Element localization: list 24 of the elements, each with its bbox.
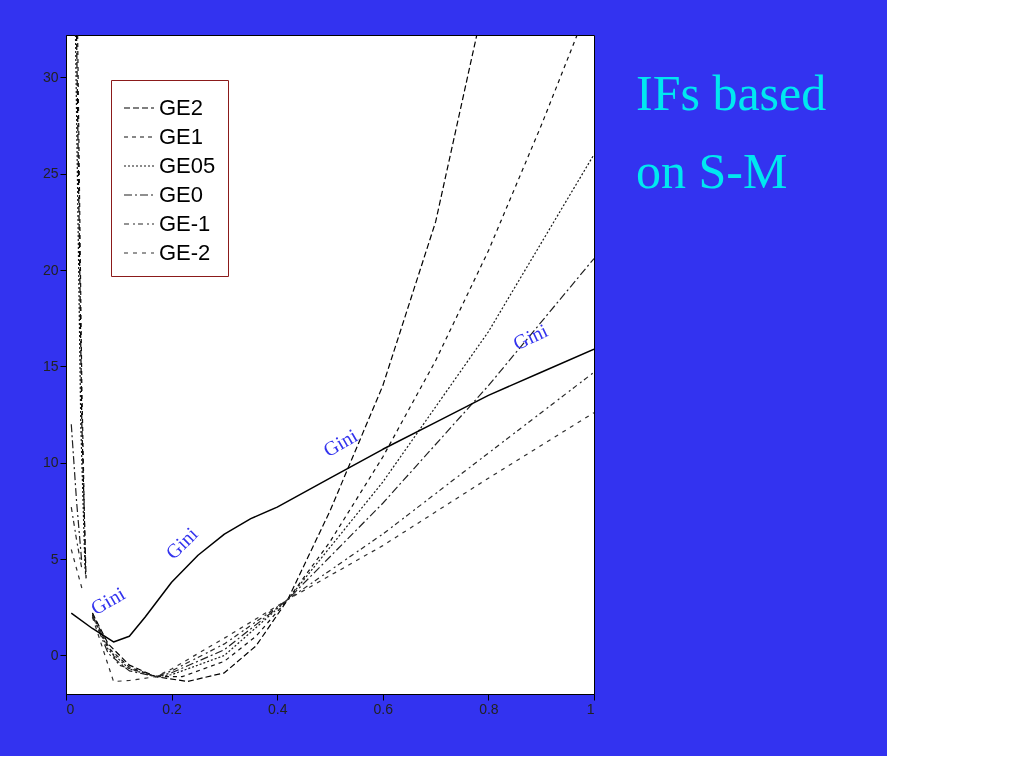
text: Gini [161, 522, 202, 564]
y-tick-label: 30 [42, 68, 59, 85]
text: Gini [509, 319, 551, 355]
y-tick-label: 15 [42, 357, 59, 374]
legend-label: GE-1 [159, 211, 211, 236]
legend-label: GE1 [159, 124, 204, 149]
x-tick-label: 0.4 [267, 700, 288, 717]
x-tick-label: 0.2 [162, 700, 183, 717]
x-tick-label: 0 [66, 700, 75, 717]
x-tick-label: 1 [586, 700, 595, 717]
text: IFs based on S-M [636, 65, 827, 199]
legend-label: GE-2 [159, 240, 211, 265]
text: Gini [319, 424, 362, 462]
y-tick-label: 5 [50, 550, 59, 567]
y-tick-label: 10 [42, 454, 59, 471]
y-tick-label: 0 [50, 646, 59, 663]
x-tick-label: 0.6 [373, 700, 394, 717]
y-tick-label: 25 [42, 165, 59, 182]
x-tick-label: 0.8 [479, 700, 499, 717]
text: Gini [86, 582, 129, 620]
y-tick-label: 20 [42, 261, 59, 278]
legend-label: GE2 [159, 95, 204, 120]
legend-label: GE05 [159, 153, 216, 178]
legend-label: GE0 [159, 182, 204, 207]
